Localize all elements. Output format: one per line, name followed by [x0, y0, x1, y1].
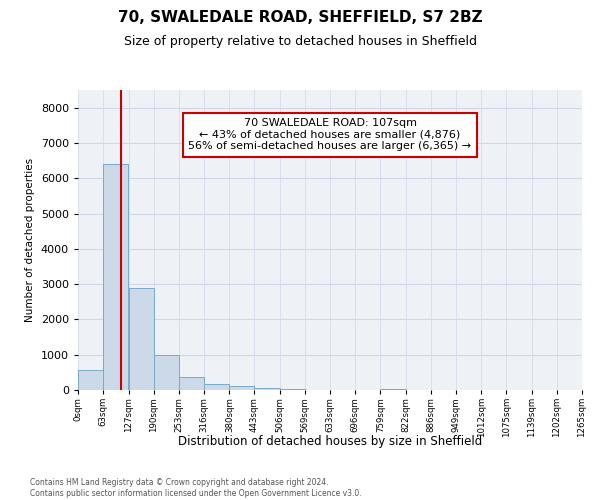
Bar — [229, 386, 254, 390]
Bar — [128, 288, 154, 390]
Bar — [103, 164, 128, 390]
Bar — [380, 389, 406, 390]
Bar — [254, 388, 280, 390]
Text: Distribution of detached houses by size in Sheffield: Distribution of detached houses by size … — [178, 435, 482, 448]
Bar — [179, 376, 204, 390]
Bar — [78, 370, 103, 390]
Bar — [280, 389, 305, 390]
Y-axis label: Number of detached properties: Number of detached properties — [25, 158, 35, 322]
Text: Size of property relative to detached houses in Sheffield: Size of property relative to detached ho… — [124, 35, 476, 48]
Bar — [204, 384, 229, 390]
Text: 70 SWALEDALE ROAD: 107sqm
← 43% of detached houses are smaller (4,876)
56% of se: 70 SWALEDALE ROAD: 107sqm ← 43% of detac… — [188, 118, 472, 152]
Bar — [154, 354, 179, 390]
Text: Contains HM Land Registry data © Crown copyright and database right 2024.
Contai: Contains HM Land Registry data © Crown c… — [30, 478, 362, 498]
Text: 70, SWALEDALE ROAD, SHEFFIELD, S7 2BZ: 70, SWALEDALE ROAD, SHEFFIELD, S7 2BZ — [118, 10, 482, 25]
